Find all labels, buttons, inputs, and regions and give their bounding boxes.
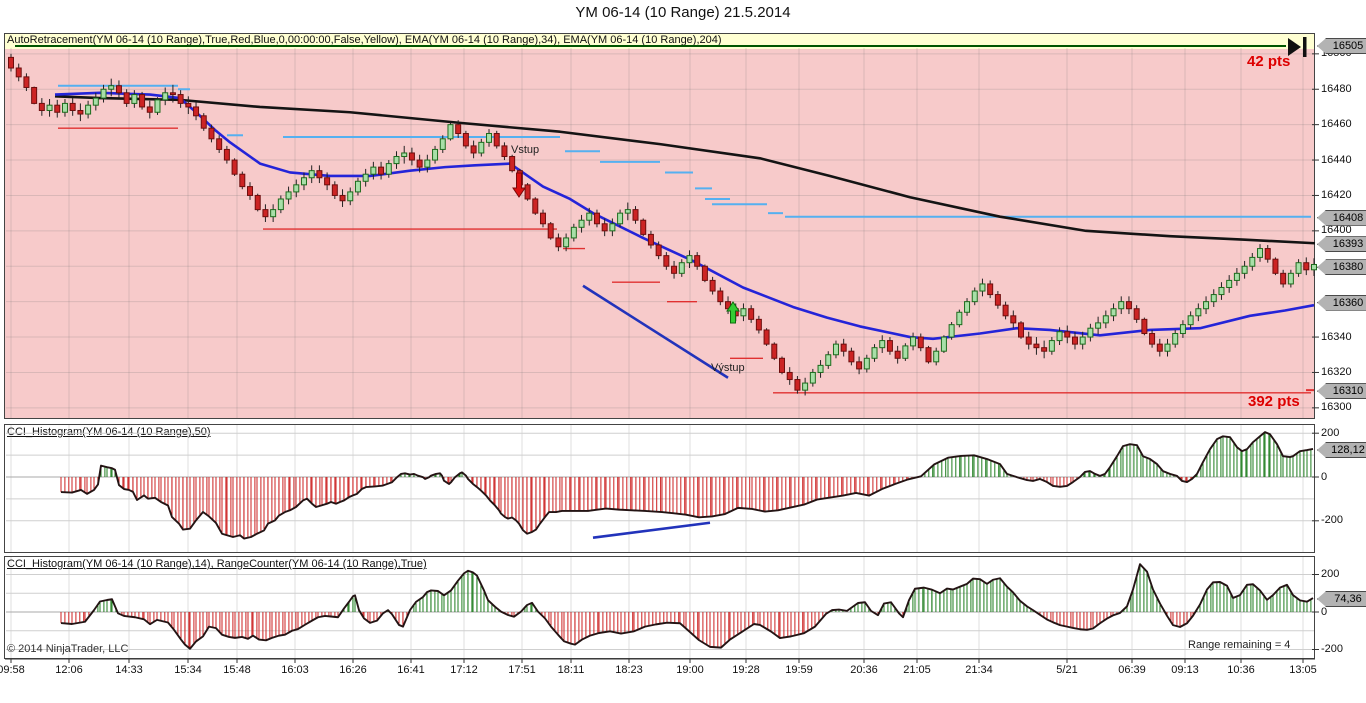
cci14-value-tag: 74,36 [1317,591,1366,608]
time-axis-label: 19:28 [732,664,760,676]
chart-title: YM 06-14 (10 Range) 21.5.2014 [575,4,791,21]
indicator-banner: AutoRetracement(YM 06-14 (10 Range),True… [5,34,1314,49]
time-axis-label: 16:26 [339,664,367,676]
price-panel[interactable]: AutoRetracement(YM 06-14 (10 Range),True… [4,33,1315,419]
time-axis-label: 16:41 [397,664,425,676]
price-axis-label: 16440 [1321,153,1352,166]
price-axis-label: 16300 [1321,401,1352,414]
time-axis-label: 16:03 [281,664,309,676]
cci50-panel[interactable]: CCI_Histogram(YM 06-14 (10 Range),50) [4,424,1315,553]
ninjatrader-copyright: © 2014 NinjaTrader, LLC [7,643,129,655]
price-axis-tag: 16408 [1317,209,1366,226]
cci50-axis-label: 0 [1321,470,1328,483]
range-remaining-label: Range remaining = 4 [1188,639,1291,651]
time-axis-label: 5/21 [1056,664,1078,676]
price-axis-label: 16320 [1321,365,1352,378]
cci50-axis-label: 200 [1321,426,1340,439]
time-axis-label: 21:05 [903,664,931,676]
time-axis-label: 17:12 [450,664,478,676]
time-axis-label: 15:34 [174,664,202,676]
time-axis-label: 20:36 [850,664,878,676]
price-axis-label: 16420 [1321,188,1352,201]
points-distance-bottom: 392 pts [1248,393,1300,410]
cci14-axis-label: 200 [1321,568,1340,580]
time-axis-label: 19:59 [785,664,813,676]
price-axis-label: 16460 [1321,118,1352,131]
cci14-axis-label: -200 [1321,643,1344,655]
time-axis-label: 19:00 [676,664,704,676]
time-axis-label: 18:23 [615,664,643,676]
price-axis-tag: 16380 [1317,259,1366,276]
price-axis-tag: 16505 [1317,38,1366,54]
price-axis-tag: 16310 [1317,383,1366,400]
cci14-panel-header: CCI_Histogram(YM 06-14 (10 Range),14), R… [7,558,427,570]
entry-annotation: Vstup [511,144,540,156]
cci50-value-tag: 128,12 [1317,441,1366,458]
price-axis-label: 16480 [1321,82,1352,95]
price-axis-tag: 16393 [1317,236,1366,253]
time-axis-label: 14:33 [115,664,143,676]
time-axis-label: 10:36 [1227,664,1255,676]
time-axis-label: 09:13 [1171,664,1199,676]
price-axis-label: 16400 [1321,224,1352,237]
points-distance-top: 42 pts [1247,53,1291,70]
time-axis-label: 21:34 [965,664,993,676]
time-axis-label: 18:11 [557,664,585,676]
price-axis-tag: 16360 [1317,294,1366,311]
cci50-axis-label: -200 [1321,514,1344,527]
time-axis-label: 17:51 [508,664,536,676]
time-axis-label: 13:05 [1289,664,1317,676]
time-axis-label: 09:58 [0,664,25,676]
time-axis-label: 06:39 [1118,664,1146,676]
cci14-axis-label: 0 [1321,605,1328,618]
exit-annotation: Výstup [711,362,745,374]
cci14-panel[interactable]: CCI_Histogram(YM 06-14 (10 Range),14), R… [4,556,1315,659]
time-axis-label: 12:06 [55,664,83,676]
cci50-panel-header: CCI_Histogram(YM 06-14 (10 Range),50) [7,426,211,438]
price-axis-label: 16340 [1321,330,1352,343]
time-axis-label: 15:48 [223,664,251,676]
